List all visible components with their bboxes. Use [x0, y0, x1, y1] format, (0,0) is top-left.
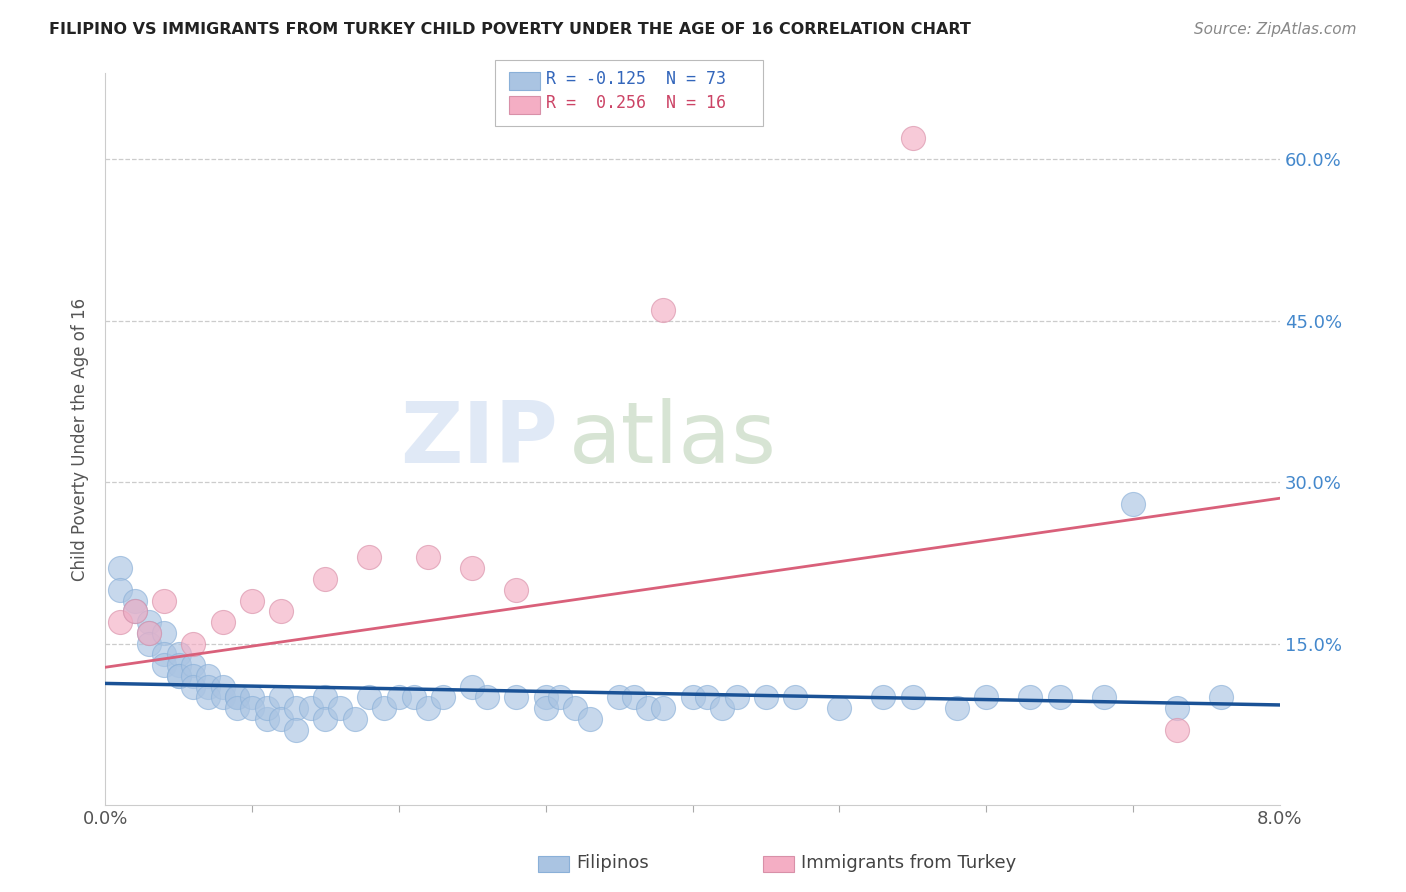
Point [138, 615, 160, 629]
Point [181, 669, 204, 683]
Text: Filipinos: Filipinos [576, 855, 650, 872]
Point [314, 690, 336, 705]
Point [901, 130, 924, 145]
Text: ZIP: ZIP [399, 398, 557, 481]
Text: Source: ZipAtlas.com: Source: ZipAtlas.com [1194, 22, 1357, 37]
Point [461, 680, 484, 694]
Point [153, 648, 176, 662]
Point [181, 658, 204, 673]
Point [402, 690, 425, 705]
Point [197, 669, 219, 683]
Point [108, 582, 131, 597]
Point [755, 690, 778, 705]
Point [197, 680, 219, 694]
Point [359, 550, 381, 565]
Point [167, 648, 190, 662]
Point [153, 658, 176, 673]
Point [418, 550, 440, 565]
Point [872, 690, 894, 705]
Point [534, 701, 557, 715]
Point [1166, 701, 1188, 715]
Point [461, 561, 484, 575]
Point [240, 701, 263, 715]
Point [373, 701, 395, 715]
Point [285, 723, 308, 737]
Point [505, 690, 527, 705]
Point [181, 680, 204, 694]
Point [696, 690, 718, 705]
Point [138, 637, 160, 651]
Point [946, 701, 969, 715]
Point [211, 690, 233, 705]
Point [226, 701, 249, 715]
Point [240, 593, 263, 607]
Point [652, 302, 675, 317]
Text: R =  0.256  N = 16: R = 0.256 N = 16 [546, 95, 725, 112]
Point [637, 701, 659, 715]
Point [124, 604, 146, 618]
Point [138, 625, 160, 640]
Point [475, 690, 498, 705]
Point [314, 712, 336, 726]
Point [505, 582, 527, 597]
Point [285, 701, 308, 715]
Point [578, 712, 600, 726]
Point [270, 712, 292, 726]
Point [211, 680, 233, 694]
Point [418, 701, 440, 715]
Point [181, 637, 204, 651]
Text: FILIPINO VS IMMIGRANTS FROM TURKEY CHILD POVERTY UNDER THE AGE OF 16 CORRELATION: FILIPINO VS IMMIGRANTS FROM TURKEY CHILD… [49, 22, 972, 37]
Point [359, 690, 381, 705]
Point [299, 701, 322, 715]
Point [710, 701, 733, 715]
Point [314, 572, 336, 586]
Point [167, 669, 190, 683]
Point [240, 690, 263, 705]
Y-axis label: Child Poverty Under the Age of 16: Child Poverty Under the Age of 16 [72, 297, 89, 581]
Point [256, 712, 278, 726]
Point [1019, 690, 1042, 705]
Point [256, 701, 278, 715]
Point [1122, 497, 1144, 511]
Point [108, 561, 131, 575]
Point [1209, 690, 1232, 705]
Point [153, 625, 176, 640]
Text: Immigrants from Turkey: Immigrants from Turkey [801, 855, 1017, 872]
Text: atlas: atlas [569, 398, 778, 481]
Point [725, 690, 748, 705]
Point [211, 615, 233, 629]
Point [197, 690, 219, 705]
Point [270, 604, 292, 618]
Point [785, 690, 807, 705]
Point [167, 669, 190, 683]
Point [432, 690, 454, 705]
Point [226, 690, 249, 705]
Point [153, 593, 176, 607]
Point [974, 690, 997, 705]
Point [1166, 723, 1188, 737]
Point [607, 690, 630, 705]
Point [564, 701, 586, 715]
Point [124, 593, 146, 607]
Point [388, 690, 411, 705]
Point [652, 701, 675, 715]
Point [828, 701, 851, 715]
Point [1092, 690, 1115, 705]
Text: R = -0.125  N = 73: R = -0.125 N = 73 [546, 70, 725, 88]
Point [1049, 690, 1071, 705]
Point [329, 701, 352, 715]
Point [226, 690, 249, 705]
Point [138, 625, 160, 640]
Point [167, 658, 190, 673]
Point [901, 690, 924, 705]
Point [534, 690, 557, 705]
Point [270, 690, 292, 705]
Point [682, 690, 704, 705]
Point [550, 690, 572, 705]
Point [343, 712, 366, 726]
Point [108, 615, 131, 629]
Point [124, 604, 146, 618]
Point [623, 690, 645, 705]
